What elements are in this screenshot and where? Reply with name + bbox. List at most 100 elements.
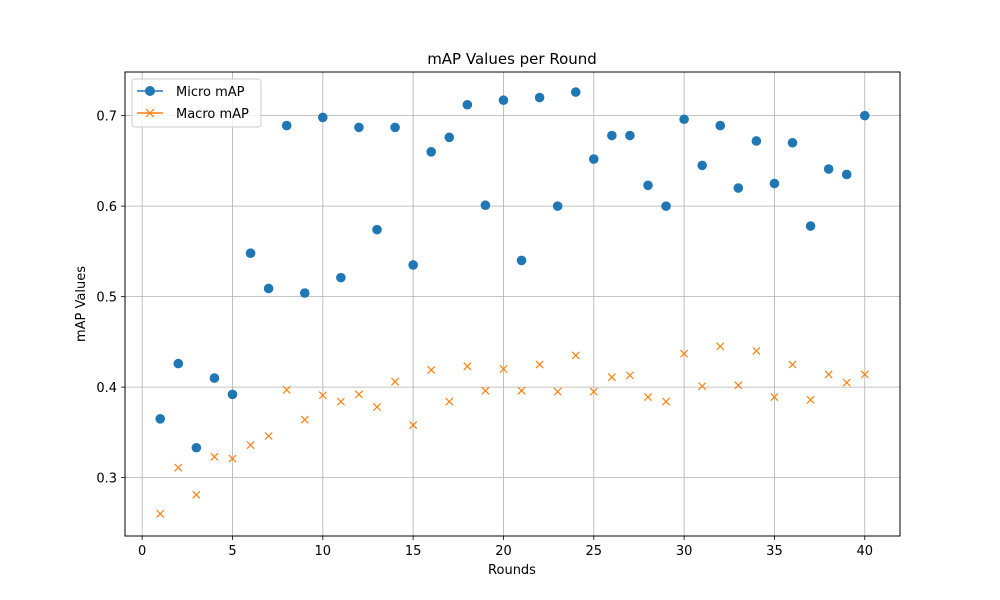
macro-map-point	[174, 463, 183, 472]
micro-map-point	[552, 201, 563, 211]
legend-label-micro: Micro mAP	[176, 85, 245, 100]
micro-map-point	[191, 442, 202, 453]
x-tick-label: 10	[315, 544, 332, 559]
macro-map-point-stroke	[824, 370, 833, 379]
x-tick-label: 5	[228, 544, 236, 559]
micro-map-point	[516, 255, 527, 266]
micro-map-point	[588, 154, 599, 164]
macro-map-point-stroke	[607, 373, 616, 382]
micro-map-point	[841, 169, 852, 180]
macro-map-point	[625, 371, 634, 380]
macro-map-point-stroke	[481, 386, 490, 395]
macro-map-point-stroke	[246, 441, 255, 450]
macro-map-point-stroke	[680, 349, 689, 358]
macro-map-point-stroke	[192, 490, 201, 499]
micro-map-point	[173, 358, 184, 369]
data-points	[155, 87, 870, 518]
plot-area	[125, 72, 900, 536]
legend-marker-micro	[145, 86, 155, 96]
macro-map-point-stroke	[354, 390, 363, 399]
micro-map-point	[155, 414, 166, 424]
micro-map-point	[733, 183, 744, 193]
macro-map-point-stroke	[156, 509, 165, 518]
micro-map-point	[263, 283, 274, 294]
macro-map-point	[246, 441, 255, 450]
micro-map-point	[697, 160, 707, 171]
macro-map-point-stroke	[210, 452, 219, 461]
x-tick-label: 35	[766, 544, 783, 559]
micro-map-point	[462, 99, 473, 110]
y-axis-label: mAP Values	[74, 266, 89, 342]
macro-map-point	[788, 360, 797, 369]
micro-map-point	[390, 122, 400, 133]
grid-lines	[125, 72, 900, 536]
macro-map-point	[535, 360, 544, 369]
macro-map-point	[210, 452, 219, 461]
macro-map-point-stroke	[499, 365, 508, 374]
micro-map-point	[209, 373, 220, 383]
micro-map-point	[372, 224, 382, 235]
macro-map-point	[589, 387, 598, 396]
macro-map-point	[445, 397, 454, 406]
macro-map-point	[698, 382, 707, 391]
macro-map-point-stroke	[372, 403, 382, 412]
macro-map-point-stroke	[734, 381, 743, 390]
micro-map-point	[751, 136, 762, 146]
micro-map-point	[426, 147, 437, 157]
macro-map-point	[264, 431, 273, 441]
macro-map-point-stroke	[517, 386, 526, 395]
macro-map-point-stroke	[264, 431, 273, 441]
macro-map-point-stroke	[336, 397, 345, 406]
x-tick-label: 20	[495, 544, 512, 559]
micro-map-point	[859, 110, 870, 121]
macro-map-point-stroke	[300, 415, 309, 424]
y-tick-label: 0.5	[96, 291, 117, 306]
micro-map-point	[354, 122, 364, 133]
macro-map-point	[463, 362, 472, 371]
macro-map-point-stroke	[698, 382, 707, 391]
macro-map-point	[662, 397, 671, 406]
macro-map-point	[770, 393, 779, 402]
macro-map-point-stroke	[752, 346, 761, 355]
macro-map-point	[842, 378, 851, 387]
macro-map-point	[336, 397, 345, 406]
macro-map-point-stroke	[625, 371, 634, 380]
legend-entry-micro: Micro mAP	[137, 85, 245, 100]
x-axis-label: Rounds	[488, 563, 536, 578]
macro-map-point-stroke	[589, 387, 598, 396]
macro-map-point	[499, 365, 508, 374]
y-tick-label: 0.3	[96, 472, 117, 487]
micro-map-point	[715, 120, 726, 131]
x-axis-ticks: 0 5 10 15 20 25 30 35 40	[138, 536, 873, 559]
macro-map-point-stroke	[770, 393, 779, 402]
macro-map-point-stroke	[643, 393, 653, 402]
x-tick-label: 30	[676, 544, 693, 559]
macro-map-point-stroke	[716, 342, 725, 351]
macro-map-point	[806, 395, 815, 404]
legend-label-macro: Macro mAP	[176, 107, 249, 122]
micro-map-point	[336, 272, 346, 283]
micro-map-point	[281, 120, 292, 131]
macro-map-point-stroke	[391, 377, 400, 386]
micro-map-point	[318, 112, 328, 123]
macro-map-point	[300, 415, 309, 424]
micro-map-point	[299, 288, 310, 298]
macro-map-point	[607, 373, 616, 382]
micro-map-point	[661, 201, 671, 211]
x-tick-label: 15	[405, 544, 422, 559]
micro-map-point	[769, 178, 780, 189]
macro-map-point	[481, 386, 490, 395]
macro-map-point	[752, 346, 761, 355]
macro-map-point	[156, 509, 165, 518]
macro-map-point	[391, 377, 400, 386]
micro-map-point	[227, 389, 238, 400]
macro-map-point-stroke	[806, 395, 815, 404]
micro-map-point	[679, 114, 689, 125]
macro-map-point	[192, 490, 201, 499]
micro-map-point	[805, 221, 816, 231]
macro-map-point-stroke	[445, 397, 454, 406]
macro-map-point	[372, 403, 382, 412]
macro-map-point	[517, 386, 526, 395]
